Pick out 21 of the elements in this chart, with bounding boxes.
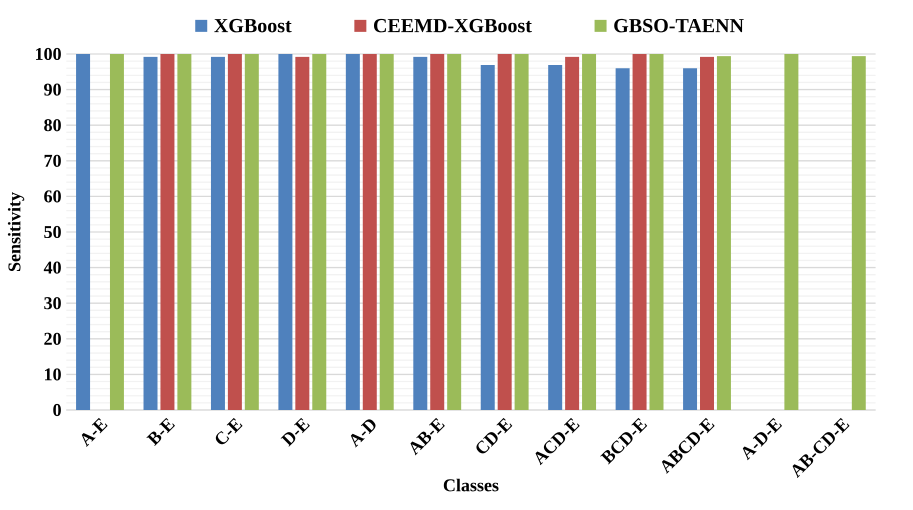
- y-tick-label: 60: [44, 190, 61, 202]
- y-tick-label: 40: [44, 262, 61, 274]
- y-tick-label: 20: [44, 332, 61, 345]
- y-axis-title: Sensitivity: [8, 192, 24, 272]
- y-tick-label: 0: [53, 404, 61, 416]
- y-tick-label: 30: [44, 297, 61, 310]
- x-tick-label: C-E: [216, 418, 243, 444]
- legend-label: XGBoost: [214, 18, 292, 32]
- y-tick-label: 100: [36, 48, 61, 60]
- x-tick-label: A-D: [350, 419, 376, 448]
- y-tick-label: 50: [44, 226, 61, 238]
- x-tick-label: D-E: [280, 418, 310, 447]
- legend-label: CEEMD-XGBoost: [374, 18, 532, 32]
- x-tick-label: A-E: [82, 418, 108, 447]
- y-tick-label: 10: [45, 368, 61, 380]
- x-tick-label: B-E: [146, 418, 176, 446]
- y-tick-label: 70: [44, 154, 61, 167]
- x-axis-title: Classes: [444, 478, 499, 492]
- y-tick-label: 80: [44, 119, 61, 132]
- y-tick-label: 90: [44, 84, 61, 96]
- legend-label: GBSO-TAENN: [614, 18, 744, 32]
